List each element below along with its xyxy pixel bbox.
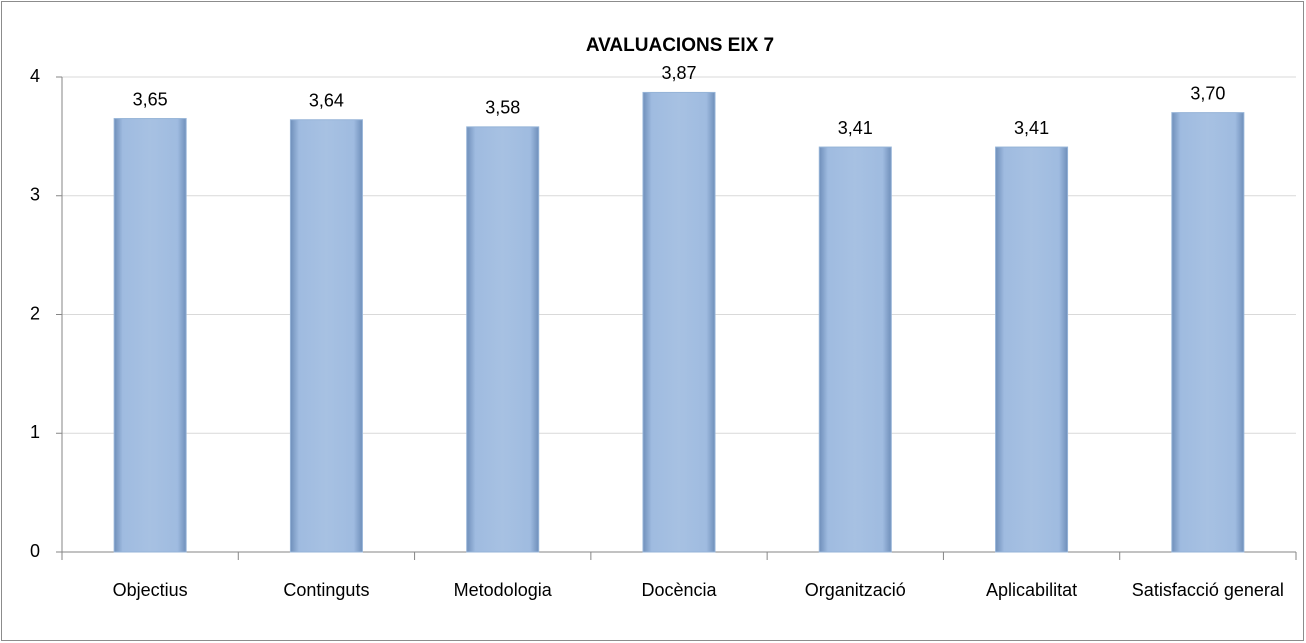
x-tick-label: Metodologia: [453, 580, 552, 600]
data-label: 3,87: [661, 63, 696, 83]
chart-title: AVALUACIONS EIX 7: [586, 35, 774, 56]
data-label: 3,70: [1190, 83, 1225, 103]
x-tick-label: Docència: [641, 580, 717, 600]
bar: [995, 146, 1069, 553]
bar: [466, 126, 540, 553]
data-label: 3,64: [309, 91, 344, 111]
bar: [289, 119, 363, 553]
data-label: 3,41: [1014, 118, 1049, 138]
x-tick-label: Satisfacció general: [1131, 580, 1284, 600]
bar: [1171, 112, 1245, 553]
data-label: 3,41: [838, 118, 873, 138]
bar: [818, 146, 892, 553]
x-tick-label: Continguts: [283, 580, 370, 600]
x-tick-label: Aplicabilitat: [986, 580, 1078, 600]
x-tick-label: Organització: [804, 580, 906, 600]
data-label: 3,58: [485, 98, 520, 118]
data-label: 3,65: [133, 89, 168, 109]
y-tick-label: 3: [30, 185, 40, 205]
x-tick-label: Objectius: [112, 580, 188, 600]
y-tick-label: 4: [30, 66, 40, 86]
bar: [642, 91, 716, 553]
bar: [113, 118, 187, 553]
y-tick-label: 0: [30, 541, 40, 561]
y-tick-label: 1: [30, 422, 40, 442]
y-tick-label: 2: [30, 303, 40, 323]
